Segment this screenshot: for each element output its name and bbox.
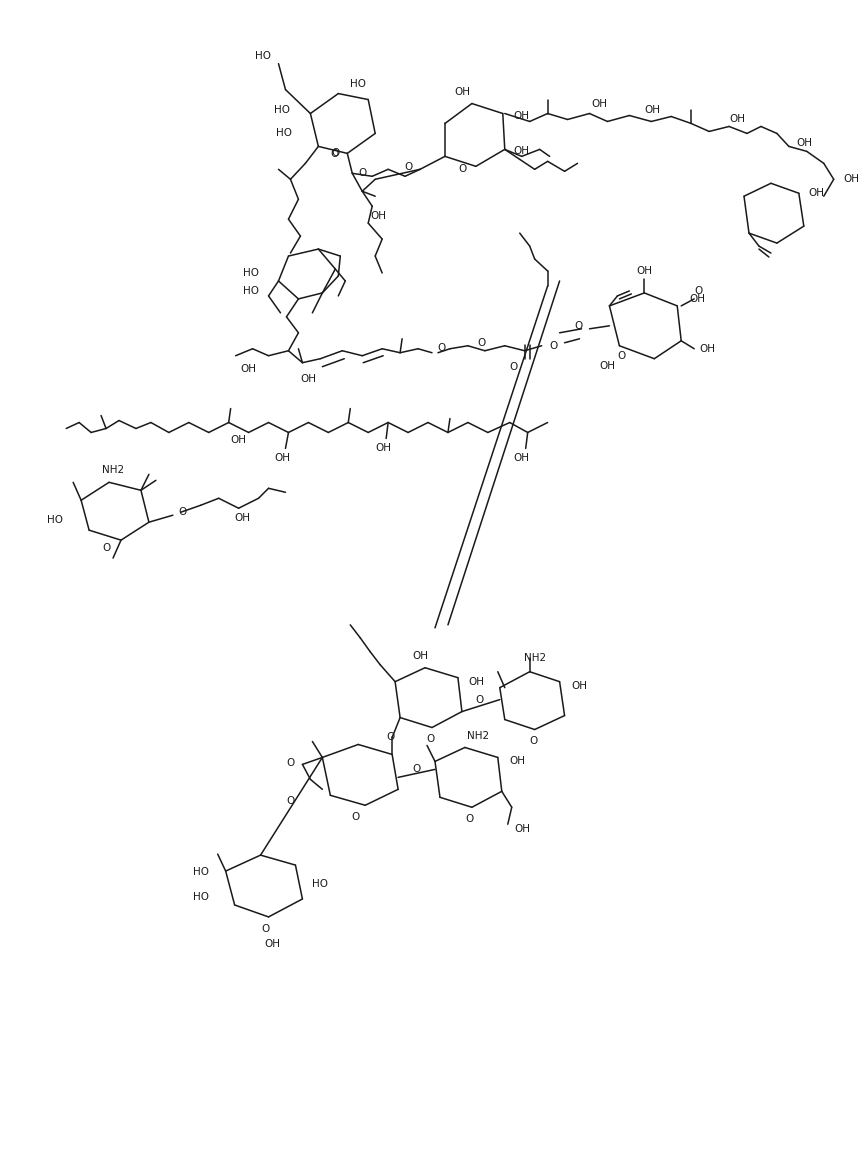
Text: OH: OH — [515, 825, 530, 834]
Text: NH2: NH2 — [102, 465, 124, 476]
Text: NH2: NH2 — [523, 652, 546, 663]
Text: OH: OH — [231, 435, 247, 445]
Text: O: O — [529, 736, 538, 747]
Text: OH: OH — [809, 188, 825, 198]
Text: OH: OH — [844, 174, 859, 184]
Text: HO: HO — [47, 515, 63, 526]
Text: OH: OH — [689, 294, 705, 304]
Text: O: O — [286, 797, 294, 806]
Text: OH: OH — [571, 680, 588, 691]
Text: HO: HO — [312, 879, 328, 889]
Text: OH: OH — [375, 443, 391, 454]
Text: O: O — [286, 758, 294, 769]
Text: O: O — [404, 163, 413, 172]
Text: OH: OH — [265, 939, 280, 949]
Text: OH: OH — [699, 344, 715, 354]
Text: OH: OH — [510, 756, 526, 766]
Text: OH: OH — [644, 105, 661, 114]
Text: OH: OH — [514, 147, 529, 156]
Text: O: O — [426, 735, 434, 744]
Text: OH: OH — [797, 138, 812, 149]
Text: HO: HO — [193, 868, 208, 877]
Text: O: O — [352, 812, 359, 822]
Text: O: O — [694, 286, 702, 295]
Text: HO: HO — [254, 51, 271, 60]
Text: O: O — [179, 507, 187, 518]
Text: OH: OH — [300, 373, 317, 384]
Text: HO: HO — [242, 267, 259, 278]
Text: OH: OH — [371, 212, 386, 221]
Text: OH: OH — [636, 266, 653, 276]
Text: O: O — [332, 149, 339, 158]
Text: O: O — [387, 733, 395, 742]
Text: OH: OH — [591, 99, 608, 108]
Text: O: O — [358, 169, 366, 178]
Text: O: O — [466, 814, 474, 825]
Text: OH: OH — [234, 513, 251, 523]
Text: O: O — [261, 923, 270, 934]
Text: OH: OH — [729, 114, 745, 124]
Text: O: O — [510, 362, 517, 372]
Text: O: O — [412, 764, 420, 775]
Text: O: O — [549, 341, 557, 351]
Text: O: O — [617, 351, 626, 361]
Text: O: O — [575, 321, 582, 330]
Text: OH: OH — [274, 454, 291, 463]
Text: O: O — [437, 343, 445, 352]
Text: HO: HO — [351, 79, 366, 88]
Text: OH: OH — [412, 651, 428, 661]
Text: NH2: NH2 — [467, 730, 489, 741]
Text: O: O — [102, 543, 110, 554]
Text: OH: OH — [454, 86, 470, 97]
Text: HO: HO — [274, 105, 291, 114]
Text: O: O — [459, 164, 467, 174]
Text: O: O — [476, 694, 484, 705]
Text: O: O — [477, 337, 486, 348]
Text: OH: OH — [514, 112, 529, 121]
Text: OH: OH — [514, 454, 529, 463]
Text: OH: OH — [600, 361, 615, 371]
Text: O: O — [330, 149, 339, 159]
Text: HO: HO — [193, 892, 208, 902]
Text: HO: HO — [276, 128, 293, 138]
Text: OH: OH — [240, 364, 257, 373]
Text: HO: HO — [242, 286, 259, 295]
Text: OH: OH — [468, 677, 483, 686]
